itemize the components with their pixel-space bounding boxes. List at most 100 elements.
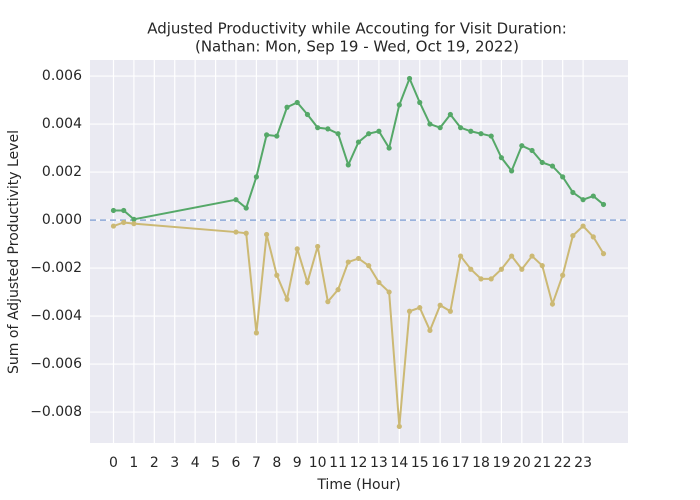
data-point [478,276,484,282]
data-point [457,253,464,259]
data-point [560,272,566,278]
data-point [233,197,239,203]
data-point [274,133,280,139]
data-point [345,259,351,265]
data-point [539,263,545,269]
data-point [315,243,321,250]
data-point [509,253,515,259]
data-point [294,246,300,252]
data-point [580,223,586,229]
y-tick-label: 0.000 [42,212,82,228]
x-tick-label: 4 [191,455,200,471]
data-point [529,147,535,154]
data-point [386,145,392,151]
x-tick-label: 22 [554,455,572,471]
data-point [253,174,260,180]
data-point [427,121,433,127]
data-point [498,155,505,161]
x-tick-label: 10 [309,455,327,471]
data-point [335,131,341,137]
x-axis-label: Time (Hour) [316,477,400,493]
x-tick-label: 17 [452,455,470,471]
data-point [264,231,270,238]
data-point [131,216,137,222]
data-point [600,251,607,257]
data-point [519,143,525,149]
data-point [529,253,535,259]
data-point [366,131,372,137]
data-point [355,139,362,145]
data-point [488,276,494,282]
data-point [243,230,249,236]
data-point [294,99,300,106]
y-tick-label: 0.006 [42,68,82,84]
x-tick-label: 21 [533,455,551,471]
x-tick-label: 1 [129,455,138,471]
data-point [570,233,576,239]
data-point [355,255,362,262]
data-point [447,111,453,118]
data-point [539,159,545,166]
x-tick-label: 19 [492,455,510,471]
x-tick-label: 7 [252,455,261,471]
y-tick-label: 0.004 [42,116,82,132]
data-point [447,308,453,314]
data-point [366,263,372,269]
chart-subtitle: (Nathan: Mon, Sep 19 - Wed, Oct 19, 2022… [195,38,519,56]
data-point [386,289,392,295]
x-tick-label: 13 [370,455,388,471]
x-tick-label: 20 [513,455,531,471]
x-tick-label: 6 [232,455,241,471]
data-point [274,272,280,278]
data-point [315,125,321,131]
y-tick-label: −0.008 [30,404,82,420]
data-point [131,221,137,227]
series-line [113,221,605,427]
data-point [457,125,464,131]
data-point [304,279,311,286]
y-tick-label: 0.002 [42,164,82,180]
data-point [264,132,270,138]
data-point [468,128,474,134]
x-tick-label: 2 [150,455,159,471]
y-tick-label: −0.006 [30,356,82,372]
data-point [549,163,556,169]
data-point [284,296,290,302]
data-point [427,327,433,334]
data-point [417,305,423,311]
data-point [580,197,586,203]
data-point [396,102,402,108]
x-tick-label: 14 [390,455,408,471]
data-point [110,223,117,229]
data-point [437,302,443,308]
data-point [121,207,127,214]
data-point [243,205,249,211]
data-point [519,266,525,272]
x-tick-label: 18 [472,455,490,471]
x-tick-label: 23 [574,455,592,471]
x-tick-label: 5 [211,455,220,471]
data-point [335,287,341,293]
series-line [113,75,605,221]
data-point [417,99,423,106]
y-tick-label: −0.004 [30,308,82,324]
data-point [498,266,505,272]
y-axis-label: Sum of Adjusted Productivity Level [6,130,22,374]
data-point [590,193,596,199]
x-tick-label: 3 [170,455,179,471]
data-point [304,111,311,118]
x-tick-label: 8 [272,455,281,471]
data-point [325,126,331,132]
x-tick-label: 15 [411,455,429,471]
data-point [121,219,127,226]
x-tick-label: 0 [109,455,118,471]
data-point [345,162,351,168]
data-point [325,299,331,305]
data-point [570,189,576,196]
data-point [406,308,413,314]
data-point [376,279,382,286]
data-point [600,201,607,208]
y-tick-label: −0.002 [30,260,82,276]
data-point [560,174,566,180]
